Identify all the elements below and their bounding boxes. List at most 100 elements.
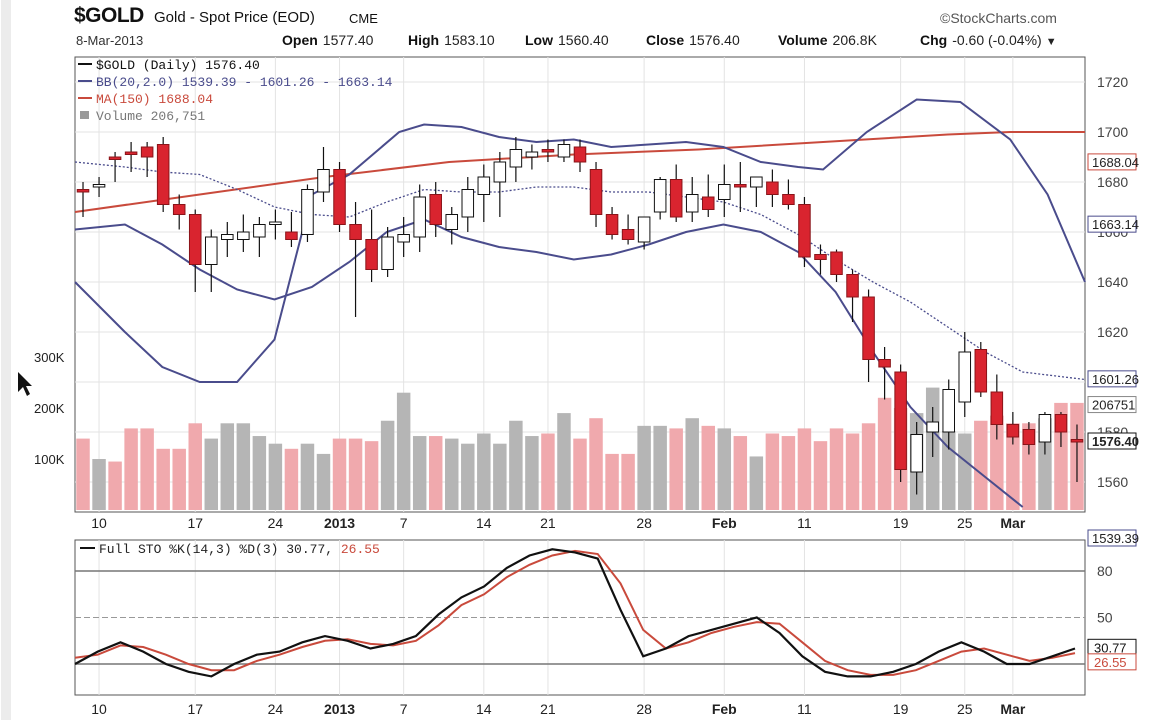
candle-body bbox=[589, 169, 603, 215]
volume-bar bbox=[557, 413, 571, 510]
candle-body bbox=[734, 184, 747, 188]
candle-body bbox=[397, 234, 410, 243]
price-x-tick-label: Feb bbox=[712, 515, 737, 531]
volume-bar bbox=[284, 448, 299, 510]
date-label: 8-Mar-2013 bbox=[76, 33, 144, 48]
value-flag-label: 1688.04 bbox=[1092, 155, 1139, 170]
candle-body bbox=[333, 169, 346, 225]
value-flag bbox=[1087, 153, 1137, 171]
volume-bar bbox=[140, 428, 154, 510]
stochastic-axis-tick-label: 80 bbox=[1097, 563, 1113, 579]
volume-bar bbox=[509, 420, 523, 510]
candle-body bbox=[445, 214, 459, 230]
candle-body bbox=[140, 146, 154, 158]
volume-axis-tick-label: 200K bbox=[34, 401, 65, 416]
legend-label: MA(150) 1688.04 bbox=[96, 92, 213, 107]
stochastic-value-flag-label: 30.77 bbox=[1094, 640, 1127, 655]
volume-bar bbox=[797, 428, 812, 510]
price-axis-tick-label: 1640 bbox=[1097, 274, 1128, 290]
candle-body bbox=[990, 391, 1004, 425]
volume-bar bbox=[861, 423, 876, 510]
candle-body bbox=[76, 189, 90, 193]
price-x-tick-label: 25 bbox=[957, 515, 973, 531]
value-flag-label: 1601.26 bbox=[1092, 372, 1139, 387]
volume-bar bbox=[845, 433, 860, 510]
volume-bar bbox=[364, 441, 379, 510]
volume-bar bbox=[332, 438, 347, 510]
legend-label: Volume 206,751 bbox=[96, 109, 205, 124]
high-label: High bbox=[408, 32, 440, 48]
volume-bar bbox=[204, 438, 219, 510]
candle-body bbox=[541, 149, 555, 153]
candle-body bbox=[878, 359, 891, 368]
volume-axis-tick-label: 300K bbox=[34, 350, 65, 365]
value-flag bbox=[1087, 432, 1137, 450]
value-flag-label: 1576.40 bbox=[1092, 434, 1139, 449]
volume-bar bbox=[605, 453, 619, 510]
volume-bar bbox=[252, 436, 267, 510]
volume-bar bbox=[300, 443, 315, 510]
candle-body bbox=[413, 196, 426, 238]
candle-body bbox=[188, 214, 202, 265]
candle-body bbox=[862, 296, 875, 360]
candle-body bbox=[1006, 424, 1020, 438]
volume-bar bbox=[958, 433, 972, 510]
stochastic-x-tick-label: Feb bbox=[712, 701, 737, 717]
candle-body bbox=[461, 189, 475, 218]
candle-body bbox=[958, 351, 972, 403]
volume-quote: Volume 206.8K bbox=[778, 32, 877, 48]
candle-body bbox=[701, 196, 715, 210]
volume-bar bbox=[1006, 423, 1020, 510]
stochastic-legend-label: Full STO %K(14,3) %D(3) 30.77, 26.55 bbox=[99, 542, 380, 557]
stochastic-value-flag bbox=[1087, 653, 1137, 671]
volume-bar bbox=[541, 433, 555, 510]
price-x-tick-label: Mar bbox=[1000, 515, 1025, 531]
price-x-tick-label: 24 bbox=[268, 515, 284, 531]
volume-bar bbox=[108, 461, 122, 510]
volume-bar bbox=[573, 438, 587, 510]
volume-bar bbox=[188, 423, 202, 510]
candle-body bbox=[605, 214, 619, 235]
volume-bar bbox=[877, 397, 892, 510]
candle-body bbox=[1054, 414, 1068, 433]
legend-label: BB(20,2.0) 1539.39 - 1601.26 - 1663.14 bbox=[96, 75, 393, 90]
value-flag bbox=[1087, 370, 1137, 388]
volume-bar bbox=[701, 425, 715, 510]
volume-bar bbox=[749, 456, 764, 510]
candle-body bbox=[718, 184, 731, 200]
price-axis-tick-label: 1560 bbox=[1097, 474, 1128, 490]
candle-body bbox=[493, 161, 507, 183]
price-axis-tick-label: 1700 bbox=[1097, 124, 1128, 140]
candle-body bbox=[894, 371, 907, 470]
open-value: 1577.40 bbox=[322, 32, 374, 48]
description-label: Gold - Spot Price (EOD) bbox=[154, 9, 315, 26]
symbol-label: $GOLD bbox=[74, 4, 144, 27]
price-x-tick-label: 17 bbox=[187, 515, 203, 531]
chart-header: $GOLD Gold - Spot Price (EOD) CME ©Stock… bbox=[0, 0, 1174, 56]
price-x-tick-label: 7 bbox=[400, 515, 408, 531]
candle-body bbox=[477, 176, 491, 195]
ma150-line bbox=[74, 131, 1085, 213]
candle-body bbox=[782, 194, 795, 205]
stochastic-x-tick-label: 2013 bbox=[324, 701, 355, 717]
stochastic-x-tick-label: 19 bbox=[893, 701, 909, 717]
candle-body bbox=[525, 151, 539, 158]
change-label: Chg bbox=[920, 32, 948, 48]
volume-bar bbox=[380, 420, 395, 510]
candle-body bbox=[365, 239, 378, 270]
low-label: Low bbox=[525, 32, 553, 48]
volume-bar bbox=[525, 436, 539, 510]
volume-bar bbox=[412, 436, 427, 510]
volume-value: 206.8K bbox=[832, 32, 877, 48]
candle-body bbox=[814, 254, 827, 260]
volume-bar bbox=[428, 436, 443, 510]
change-value: -0.60 (-0.04%) bbox=[952, 32, 1042, 48]
candle-body bbox=[830, 251, 843, 275]
candle-body bbox=[172, 204, 186, 215]
stochastic-axis-tick-label: 50 bbox=[1097, 610, 1113, 626]
change-down-icon: ▼ bbox=[1045, 36, 1057, 48]
volume-bar bbox=[156, 448, 170, 510]
price-x-tick-label: 19 bbox=[893, 515, 909, 531]
volume-bar bbox=[717, 428, 732, 510]
stochastic-x-tick-label: 24 bbox=[268, 701, 284, 717]
